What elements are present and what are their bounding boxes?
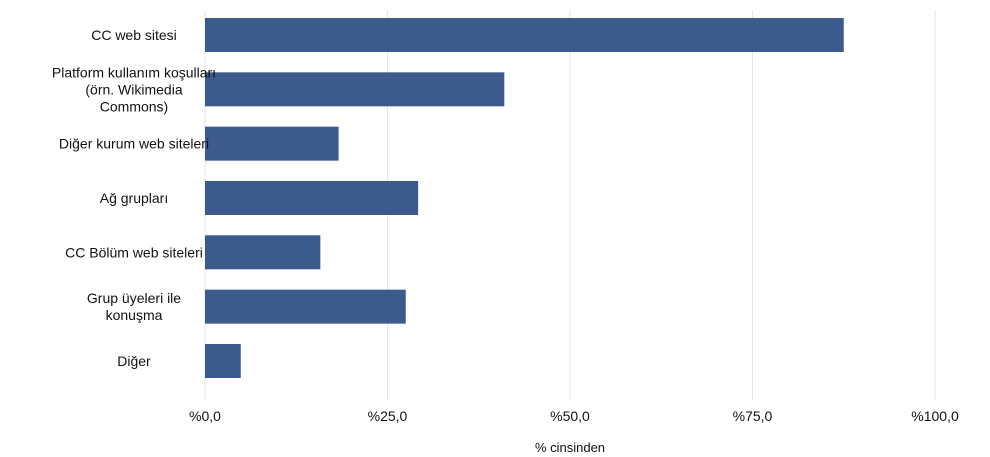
bar (205, 72, 505, 107)
category-label: CC Bölüm web siteleri (65, 244, 203, 260)
category-label: Platform kullanım koşulları (örn. Wikimed… (52, 64, 216, 114)
x-axis-title: % cinsinden (535, 440, 605, 455)
bar (205, 126, 339, 161)
x-tick-label: %100,0 (911, 408, 959, 424)
category-label: Grup üyeleri ile konuşma (87, 290, 181, 323)
category-label: CC web sitesi (91, 27, 177, 43)
x-tick-label: %25,0 (368, 408, 408, 424)
bar (205, 235, 321, 270)
category-label: Diğer (117, 353, 151, 369)
bar (205, 18, 844, 52)
category-labels: CC web sitesi Platform kullanım koşulları… (52, 27, 216, 369)
x-tick-label: %50,0 (550, 408, 590, 424)
x-tick-label: %75,0 (733, 408, 773, 424)
x-axis-tick-labels: %0,0 %25,0 %50,0 %75,0 %100,0 (189, 408, 959, 424)
category-label: Diğer kurum web siteleri (59, 136, 209, 152)
bars (205, 18, 844, 378)
bar (205, 180, 419, 215)
bar (205, 343, 241, 378)
category-label: Ağ grupları (100, 190, 168, 206)
x-tick-label: %0,0 (189, 408, 221, 424)
bar (205, 289, 406, 324)
